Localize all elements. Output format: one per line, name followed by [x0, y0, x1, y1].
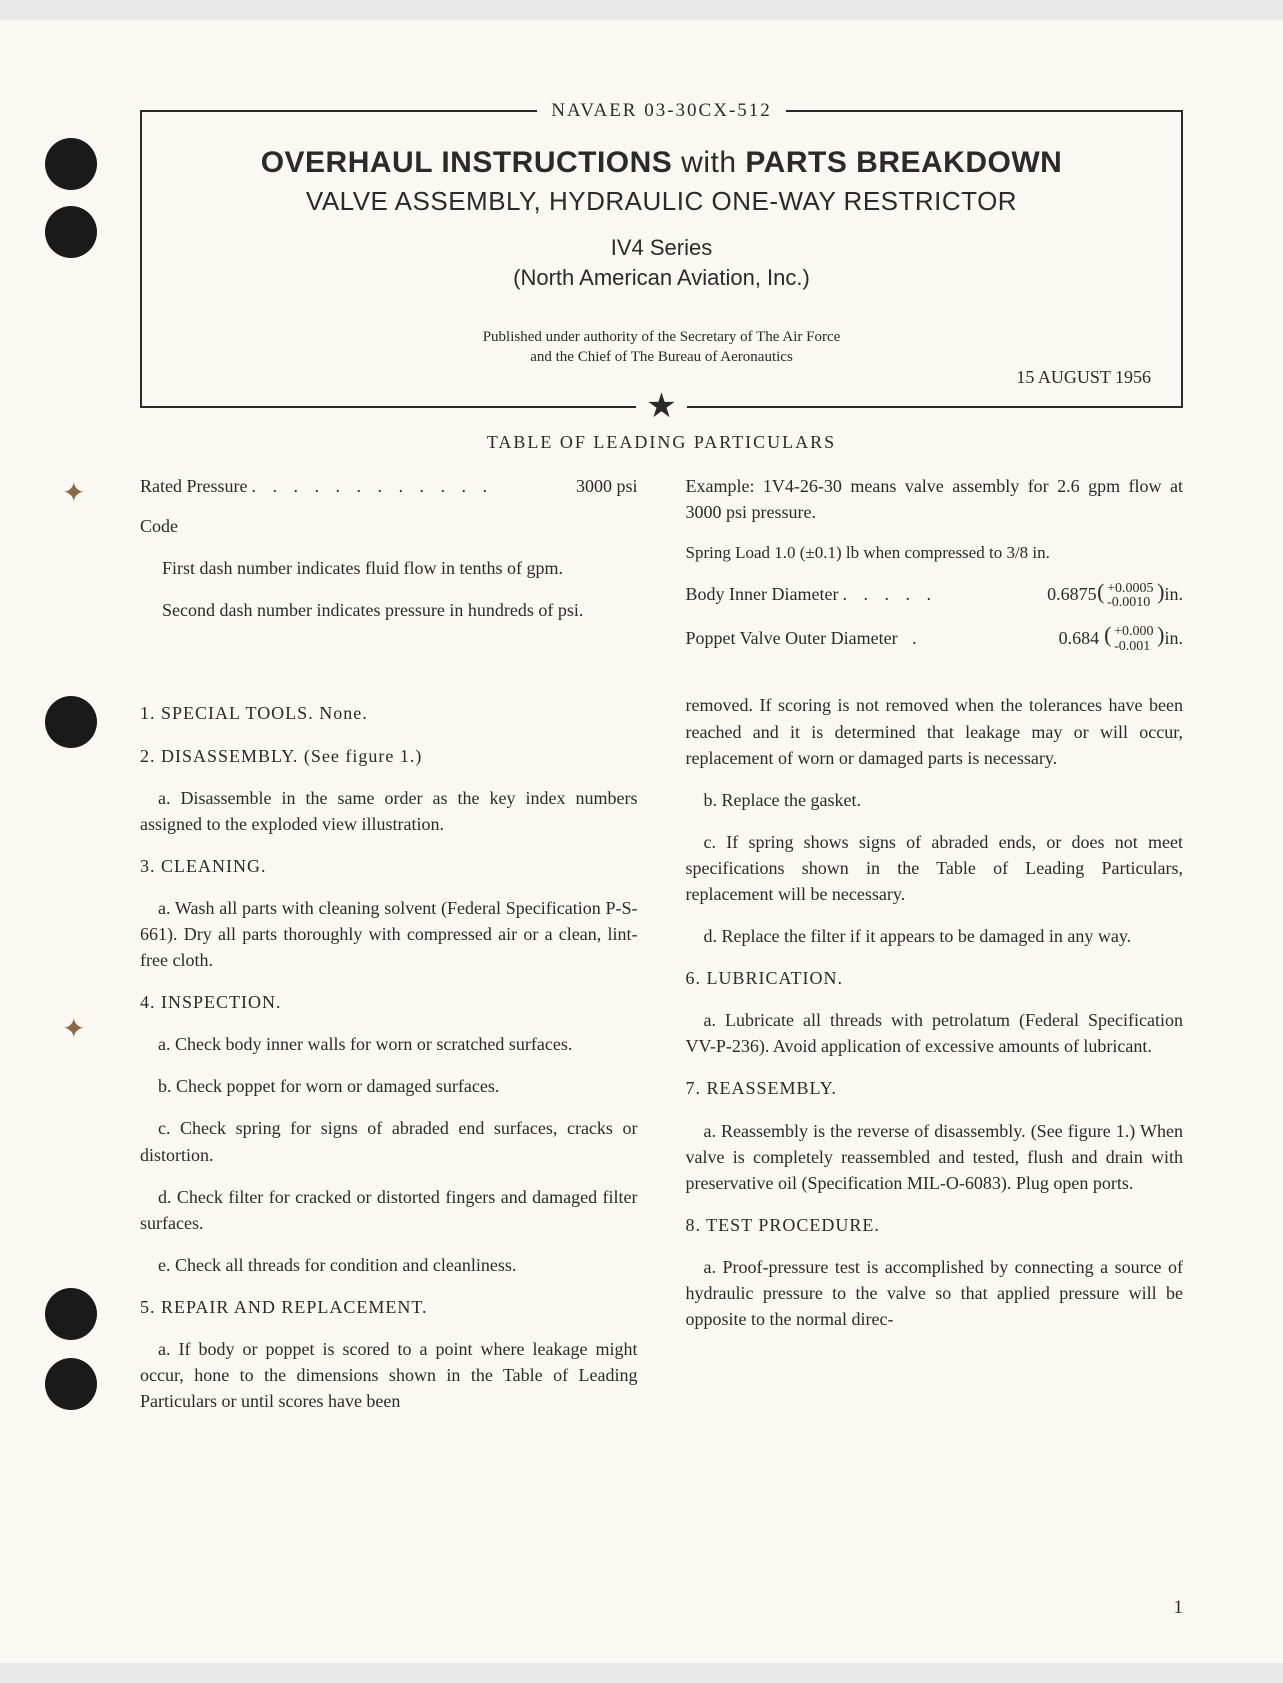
star-divider: ★ — [142, 390, 1181, 424]
particulars-left: Rated Pressure . . . . . . . . . . . . 3… — [140, 473, 638, 669]
body-inner-diameter-row: Body Inner Diameter . . . . . 0.6875 +0.… — [686, 581, 1184, 611]
poppet-od-num: 0.684 — [1059, 628, 1100, 648]
section-4-heading: 4. INSPECTION. — [140, 989, 638, 1015]
section-6-heading: 6. LUBRICATION. — [686, 965, 1184, 991]
rated-pressure-row: Rated Pressure . . . . . . . . . . . . 3… — [140, 473, 638, 499]
punch-hole — [45, 696, 97, 748]
title-with: with — [681, 146, 736, 179]
series: IV4 Series — [162, 235, 1161, 261]
star-icon: ★ — [636, 388, 686, 425]
body-id-value: 0.6875 +0.0005 -0.0010 in. — [1047, 581, 1183, 611]
unit: in. — [1164, 584, 1183, 604]
para-4a: a. Check body inner walls for worn or sc… — [140, 1031, 638, 1057]
authority-line: Published under authority of the Secreta… — [162, 327, 1161, 347]
punch-hole — [45, 138, 97, 190]
doc-id-wrap: NAVAER 03-30CX-512 — [142, 100, 1181, 122]
rated-pressure-label: Rated Pressure — [140, 473, 247, 499]
section-8-heading: 8. TEST PROCEDURE. — [686, 1212, 1184, 1238]
para-5c: c. If spring shows signs of abraded ends… — [686, 829, 1184, 907]
section-2-heading: 2. DISASSEMBLY. (See figure 1.) — [140, 743, 638, 769]
scan-artifact: ✦ — [62, 1012, 85, 1046]
table-of-particulars-heading: TABLE OF LEADING PARTICULARS — [140, 432, 1183, 453]
figure-ref: (See figure 1.) — [304, 746, 422, 766]
code-example: Example: 1V4-26-30 means valve assembly … — [686, 473, 1184, 525]
tol-minus: -0.001 — [1114, 640, 1155, 655]
document-id: NAVAER 03-30CX-512 — [537, 100, 786, 121]
body-col-right: removed. If scoring is not removed when … — [686, 692, 1184, 1430]
tol-minus: -0.0010 — [1107, 596, 1155, 611]
section-1-heading: 1. SPECIAL TOOLS. None. — [140, 700, 638, 726]
title-sub: VALVE ASSEMBLY, HYDRAULIC ONE-WAY RESTRI… — [162, 186, 1161, 217]
code-label: Code — [140, 513, 638, 539]
title-main: OVERHAUL INSTRUCTIONS with PARTS BREAKDO… — [162, 146, 1161, 180]
punch-hole — [45, 1358, 97, 1410]
para-4b: b. Check poppet for worn or damaged surf… — [140, 1073, 638, 1099]
para-5a-continued: removed. If scoring is not removed when … — [686, 692, 1184, 770]
poppet-od-tolerance: +0.000 -0.001 — [1108, 625, 1155, 654]
para-6a: a. Lubricate all threads with petrolatum… — [686, 1007, 1184, 1059]
title-part-a: OVERHAUL INSTRUCTIONS — [261, 146, 673, 179]
para-7a: a. Reassembly is the reverse of disassem… — [686, 1118, 1184, 1196]
particulars-columns: Rated Pressure . . . . . . . . . . . . 3… — [140, 473, 1183, 669]
para-5b: b. Replace the gasket. — [686, 787, 1184, 813]
publication-date: 15 AUGUST 1956 — [1016, 367, 1151, 388]
page-number: 1 — [1174, 1597, 1184, 1619]
document-page: ✦ ✦ NAVAER 03-30CX-512 OVERHAUL INSTRUCT… — [0, 20, 1283, 1663]
poppet-outer-diameter-row: Poppet Valve Outer Diameter . 0.684 +0.0… — [686, 625, 1184, 655]
unit: in. — [1164, 628, 1183, 648]
rated-pressure-value: 3000 psi — [576, 473, 638, 499]
code-desc-2: Second dash number indicates pressure in… — [140, 597, 638, 623]
tol-plus: +0.0005 — [1107, 582, 1155, 597]
authority-line: and the Chief of The Bureau of Aeronauti… — [162, 347, 1161, 367]
para-8a: a. Proof-pressure test is accomplished b… — [686, 1254, 1184, 1332]
body-id-label: Body Inner Diameter — [686, 581, 839, 607]
leader-dots: . — [898, 625, 1059, 651]
spring-load: Spring Load 1.0 (±0.1) lb when compresse… — [686, 541, 1184, 566]
scan-artifact: ✦ — [62, 476, 85, 510]
section-5-heading: 5. REPAIR AND REPLACEMENT. — [140, 1294, 638, 1320]
heading-text: 2. DISASSEMBLY. — [140, 746, 298, 766]
company: (North American Aviation, Inc.) — [162, 265, 1161, 291]
poppet-od-label: Poppet Valve Outer Diameter — [686, 625, 898, 651]
poppet-od-value: 0.684 +0.000 -0.001 in. — [1059, 625, 1183, 655]
title-block: NAVAER 03-30CX-512 OVERHAUL INSTRUCTIONS… — [140, 110, 1183, 408]
para-5a: a. If body or poppet is scored to a poin… — [140, 1336, 638, 1414]
section-7-heading: 7. REASSEMBLY. — [686, 1075, 1184, 1101]
tol-plus: +0.000 — [1114, 625, 1155, 640]
heading-tail: None. — [319, 703, 368, 723]
body-id-num: 0.6875 — [1047, 584, 1097, 604]
leader-dots: . . . . . — [838, 581, 1047, 607]
particulars-right: Example: 1V4-26-30 means valve assembly … — [686, 473, 1184, 669]
code-desc-1: First dash number indicates fluid flow i… — [140, 555, 638, 581]
para-2a: a. Disassemble in the same order as the … — [140, 785, 638, 837]
title-part-b: PARTS BREAKDOWN — [745, 146, 1062, 179]
para-4d: d. Check filter for cracked or distorted… — [140, 1184, 638, 1236]
punch-hole — [45, 1288, 97, 1340]
body-col-left: 1. SPECIAL TOOLS. None. 2. DISASSEMBLY. … — [140, 692, 638, 1430]
para-4e: e. Check all threads for condition and c… — [140, 1252, 638, 1278]
para-5d: d. Replace the filter if it appears to b… — [686, 923, 1184, 949]
body-id-tolerance: +0.0005 -0.0010 — [1101, 582, 1155, 611]
para-3a: a. Wash all parts with cleaning solvent … — [140, 895, 638, 973]
section-3-heading: 3. CLEANING. — [140, 853, 638, 879]
body-columns: 1. SPECIAL TOOLS. None. 2. DISASSEMBLY. … — [140, 692, 1183, 1430]
publication-authority: Published under authority of the Secreta… — [162, 327, 1161, 368]
leader-dots: . . . . . . . . . . . . — [247, 473, 576, 499]
heading-text: 1. SPECIAL TOOLS. — [140, 703, 314, 723]
punch-hole — [45, 206, 97, 258]
para-4c: c. Check spring for signs of abraded end… — [140, 1115, 638, 1167]
